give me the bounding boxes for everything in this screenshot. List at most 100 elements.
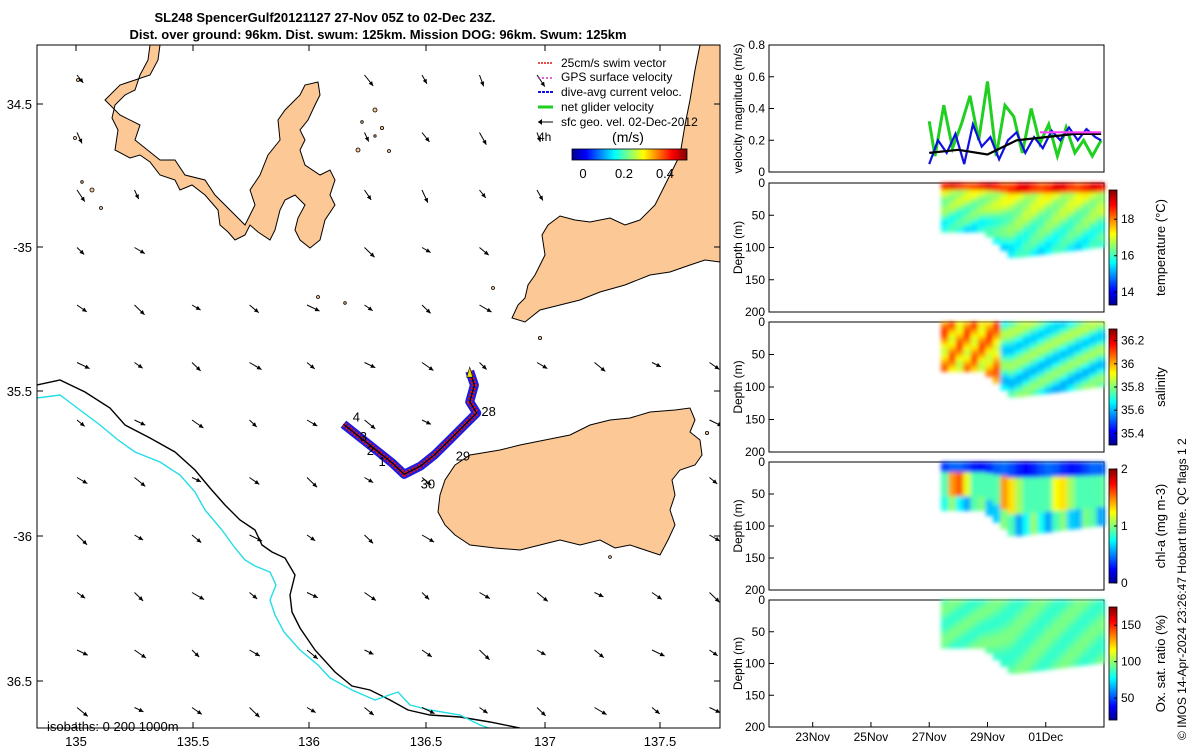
heatmap-cell [970,637,979,642]
heatmap-cell [978,221,987,226]
heatmap-cell [1015,524,1024,531]
heatmap-cell [963,367,972,372]
heatmap-cell [985,645,994,650]
heatmap-cell [948,360,957,365]
heatmap-cell [1022,487,1031,494]
heatmap-cell [963,489,972,494]
heatmap-cell [1015,472,1024,479]
heatmap-cell [941,221,950,226]
heatmap-cell [1052,227,1061,234]
heatmap-cell [1096,498,1105,504]
heatmap-cell [985,217,994,223]
heatmap-cell [970,623,979,629]
heatmap-cell [978,465,987,470]
velocity-arrow [709,419,720,426]
heatmap-cell [1044,526,1054,533]
heatmap-cell [1096,372,1105,378]
heatmap-cell [1044,481,1054,488]
heatmap-cell [1081,471,1091,477]
heatmap-cell [1015,183,1024,190]
heatmap-cell [1029,512,1039,519]
heatmap-cell [992,513,1002,519]
heatmap-cell [1022,188,1031,195]
heatmap-cell [941,189,950,195]
heatmap-cell [1067,322,1076,328]
figure-title-line1: SL248 SpencerGulf20121127 27-Nov 05Z to … [154,10,495,25]
heatmap-cell [963,221,972,226]
heatmap-cell [1067,618,1076,625]
heatmap-cell [1089,631,1098,638]
heatmap-cell [1029,665,1039,672]
heatmap-cell [1007,467,1017,474]
velocity-arrow-head [139,249,145,254]
heatmap-cell [1015,610,1024,617]
heatmap-cell [985,465,994,471]
heatmap-cell [1037,644,1046,651]
heatmap-cell [1052,187,1061,194]
velocity-arrow-head [542,364,548,369]
heatmap-cell [970,496,979,501]
heatmap-cell [1000,192,1009,199]
heatmap-cell [1052,462,1061,468]
heatmap-cell [970,349,979,355]
heatmap-cell [1044,332,1054,339]
heatmap-cell [1029,472,1039,479]
heatmap-cell [1081,499,1091,505]
heatmap-cell [970,346,979,351]
heatmap-cell [978,227,987,233]
heatmap-cell [1007,605,1017,612]
velocity-arrow-head [484,655,490,660]
heatmap-cell [1059,500,1068,507]
heatmap-cell [992,633,1002,640]
heatmap-cell [978,617,987,622]
heatmap-cell [970,210,979,216]
depth-tick-label: 0 [758,593,765,607]
heatmap-cell [1044,644,1054,651]
heatmap-cell [963,623,972,629]
heatmap-cell [970,214,979,219]
heatmap-cell [992,462,1002,468]
heatmap-cell [1096,331,1105,337]
speed-colorbar [571,148,688,161]
velocity-arrow-head [141,653,146,659]
heatmap-cell [1000,462,1009,468]
heatmap-cell [1044,203,1054,209]
heatmap-cell [941,475,950,481]
heatmap-cell [1029,193,1039,200]
velocity-arrow-head [309,364,315,369]
heatmap-cell [1067,609,1076,616]
heatmap-cell [1007,662,1017,669]
time-tick-label: 27Nov [912,730,947,744]
velocity-arrow-head [425,248,431,253]
velocity-arrow-head [134,194,139,200]
velocity-arrow-head [138,596,144,601]
heatmap-cell [978,627,987,632]
heatmap-cell [1044,382,1054,389]
heatmap-cell [1081,220,1091,227]
heatmap-cell [978,634,987,639]
heatmap-cell [1029,660,1039,667]
heatmap-cell [948,203,957,209]
heatmap-cell [948,603,957,608]
heatmap-cell [1052,192,1061,199]
heatmap-cell [1007,230,1017,237]
heatmap-cell [1015,657,1024,664]
heatmap-cell [985,205,994,211]
heatmap-cell [1096,462,1105,468]
map-y-tick-label: 36.5 [7,674,32,689]
velocity-arrow-head [314,307,320,312]
heatmap-cell [1037,373,1046,380]
heatmap-cell [955,479,965,484]
heatmap-cell [963,353,972,358]
heatmap-cell [1059,471,1068,478]
heatmap-cell [1096,617,1105,624]
heatmap-cell [1015,519,1024,526]
heatmap-cell [1022,462,1031,469]
heatmap-cell [970,221,979,226]
heatmap-cell [992,183,1002,189]
heatmap-cell [948,468,957,474]
heatmap-cell [948,196,957,202]
heatmap-cell [1059,336,1068,343]
heatmap-cell [1007,327,1017,334]
heatmap-cell [1059,657,1068,664]
